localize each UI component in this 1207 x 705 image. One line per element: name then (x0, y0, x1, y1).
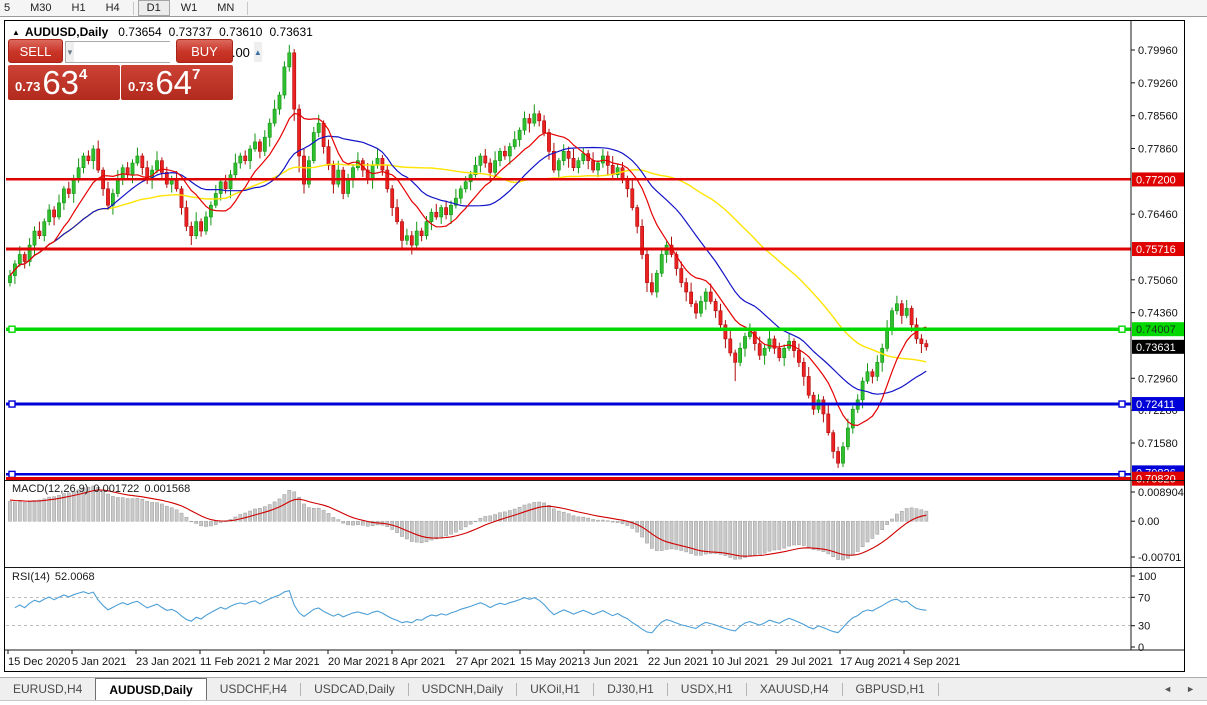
svg-text:0.74360: 0.74360 (1138, 308, 1178, 320)
tab-usdx-h1[interactable]: USDX,H1 (680, 682, 733, 696)
chart-tabs: EURUSD,H4 AUDUSD,Daily USDCHF,H4 USDCAD,Dai… (0, 677, 1207, 701)
svg-text:0.77200: 0.77200 (1136, 174, 1176, 186)
svg-text:0.74007: 0.74007 (1136, 324, 1176, 336)
tab-dj30-h1[interactable]: DJ30,H1 (607, 682, 654, 696)
collapse-panel-icon[interactable]: ▲ (12, 27, 20, 37)
svg-text:0.75716: 0.75716 (1136, 244, 1176, 256)
tab-eurusd-h4[interactable]: EURUSD,H4 (13, 682, 83, 696)
svg-text:15 Dec 2020: 15 Dec 2020 (8, 656, 70, 668)
tab-separator (300, 682, 302, 696)
svg-text:11 Feb 2021: 11 Feb 2021 (200, 656, 261, 668)
tab-separator (745, 682, 747, 696)
ohlc-open: 0.73654 (118, 25, 162, 39)
chart-window: 0.008904 0.00 -0.00701 100 70 30 0 15 Dec 2020 5… (4, 20, 1185, 672)
timeframe-button-w1[interactable]: W1 (180, 2, 198, 14)
tab-ukoil-h1[interactable]: UKOil,H1 (530, 682, 581, 696)
rsi-label: RSI(14) 52.0068 (12, 571, 95, 583)
tab-audusd-daily[interactable]: AUDUSD,Daily (95, 678, 207, 700)
svg-text:0.72960: 0.72960 (1138, 373, 1178, 385)
svg-text:-0.00701: -0.00701 (1138, 552, 1181, 564)
timeframe-button-m30[interactable]: M30 (30, 2, 52, 14)
ohlc-high: 0.73737 (168, 25, 213, 39)
toolbar-separator (247, 1, 249, 15)
timeframe-button-5[interactable]: 5 (4, 2, 11, 14)
svg-text:0.00: 0.00 (1138, 516, 1159, 528)
timeframe-button-h4[interactable]: H4 (105, 2, 120, 14)
tabs-scroll-left-icon[interactable]: ◄ (1163, 684, 1173, 694)
svg-text:23 Jan 2021: 23 Jan 2021 (136, 656, 197, 668)
svg-text:0.78560: 0.78560 (1138, 111, 1178, 123)
tab-separator (666, 682, 668, 696)
svg-text:0.75060: 0.75060 (1138, 275, 1178, 287)
sell-button[interactable]: SELL (8, 39, 63, 63)
svg-text:0.72411: 0.72411 (1136, 399, 1175, 411)
svg-text:30: 30 (1138, 621, 1150, 633)
svg-text:8 Apr 2021: 8 Apr 2021 (392, 656, 445, 668)
volume-down-icon[interactable]: ▼ (66, 42, 74, 62)
tab-separator (407, 682, 409, 696)
svg-text:10 Jul 2021: 10 Jul 2021 (712, 656, 769, 668)
timeframe-button-h1[interactable]: H1 (71, 2, 86, 14)
svg-text:0.79960: 0.79960 (1138, 45, 1178, 57)
timeframe-toolbar: 5 M30 H1 H4 D1 W1 MN (0, 0, 1207, 17)
svg-text:20 Mar 2021: 20 Mar 2021 (328, 656, 390, 668)
buy-price-sup: 7 (192, 66, 201, 83)
timeframe-button-d1[interactable]: D1 (137, 0, 170, 16)
svg-text:22 Jun 2021: 22 Jun 2021 (648, 656, 709, 668)
tab-usdcnh-daily[interactable]: USDCNH,Daily (421, 682, 504, 696)
ohlc-close: 0.73631 (269, 25, 313, 39)
sell-price-base: 0.73 (15, 79, 41, 94)
svg-text:0.008904: 0.008904 (1138, 487, 1184, 499)
buy-button[interactable]: BUY (176, 39, 233, 63)
svg-text:5 Jan 2021: 5 Jan 2021 (72, 656, 126, 668)
svg-text:15 May 2021: 15 May 2021 (520, 656, 584, 668)
symbol-label: AUDUSD,Daily (24, 25, 109, 39)
tab-xauusd-h4[interactable]: XAUUSD,H4 (759, 682, 829, 696)
sell-price-big: 63 (42, 64, 80, 101)
tab-usdcad-daily[interactable]: USDCAD,Daily (314, 682, 395, 696)
toolbar-separator (132, 1, 134, 15)
svg-text:0: 0 (1138, 642, 1144, 654)
chart-title: ▲ AUDUSD,Daily 0.73654 0.73737 0.73610 0… (12, 25, 320, 39)
sell-price-sup: 4 (79, 66, 88, 83)
svg-text:0.73631: 0.73631 (1136, 342, 1176, 354)
buy-price-big: 64 (155, 64, 193, 101)
tabs-scroll-right-icon[interactable]: ► (1186, 684, 1195, 694)
svg-text:17 Aug 2021: 17 Aug 2021 (840, 656, 902, 668)
volume-stepper: ▼ ▲ (65, 41, 262, 63)
svg-text:0.70820: 0.70820 (1136, 474, 1176, 486)
price-chart[interactable]: 0.008904 0.00 -0.00701 100 70 30 0 15 Dec 2020 5… (4, 20, 1185, 672)
svg-text:100: 100 (1138, 571, 1156, 583)
tab-scroll-controls: ◄ ► (1163, 678, 1207, 700)
tab-separator (841, 682, 843, 696)
svg-text:29 Jul 2021: 29 Jul 2021 (776, 656, 833, 668)
svg-text:27 Apr 2021: 27 Apr 2021 (456, 656, 515, 668)
tab-usdchf-h4[interactable]: USDCHF,H4 (219, 682, 288, 696)
tab-separator (516, 682, 518, 696)
svg-text:4 Sep 2021: 4 Sep 2021 (904, 656, 960, 668)
svg-text:0.76460: 0.76460 (1138, 209, 1178, 221)
sell-price-box[interactable]: 0.73 63 4 (8, 65, 120, 100)
svg-text:3 Jun 2021: 3 Jun 2021 (584, 656, 638, 668)
svg-text:2 Mar 2021: 2 Mar 2021 (264, 656, 320, 668)
buy-price-box[interactable]: 0.73 64 7 (121, 65, 233, 100)
svg-text:0.77860: 0.77860 (1138, 143, 1178, 155)
volume-up-icon[interactable]: ▲ (253, 42, 262, 62)
buy-price-base: 0.73 (128, 79, 154, 94)
svg-text:0.71580: 0.71580 (1138, 438, 1178, 450)
tab-separator (937, 682, 939, 696)
macd-label: MACD(12,26,9) 0.001722 0.001568 (12, 483, 191, 495)
tab-separator (593, 682, 595, 696)
tab-gbpusd-h1[interactable]: GBPUSD,H1 (855, 682, 925, 696)
ohlc-low: 0.73610 (219, 25, 263, 39)
svg-text:0.79260: 0.79260 (1138, 78, 1178, 90)
svg-text:70: 70 (1138, 592, 1150, 604)
timeframe-button-mn[interactable]: MN (217, 2, 235, 14)
